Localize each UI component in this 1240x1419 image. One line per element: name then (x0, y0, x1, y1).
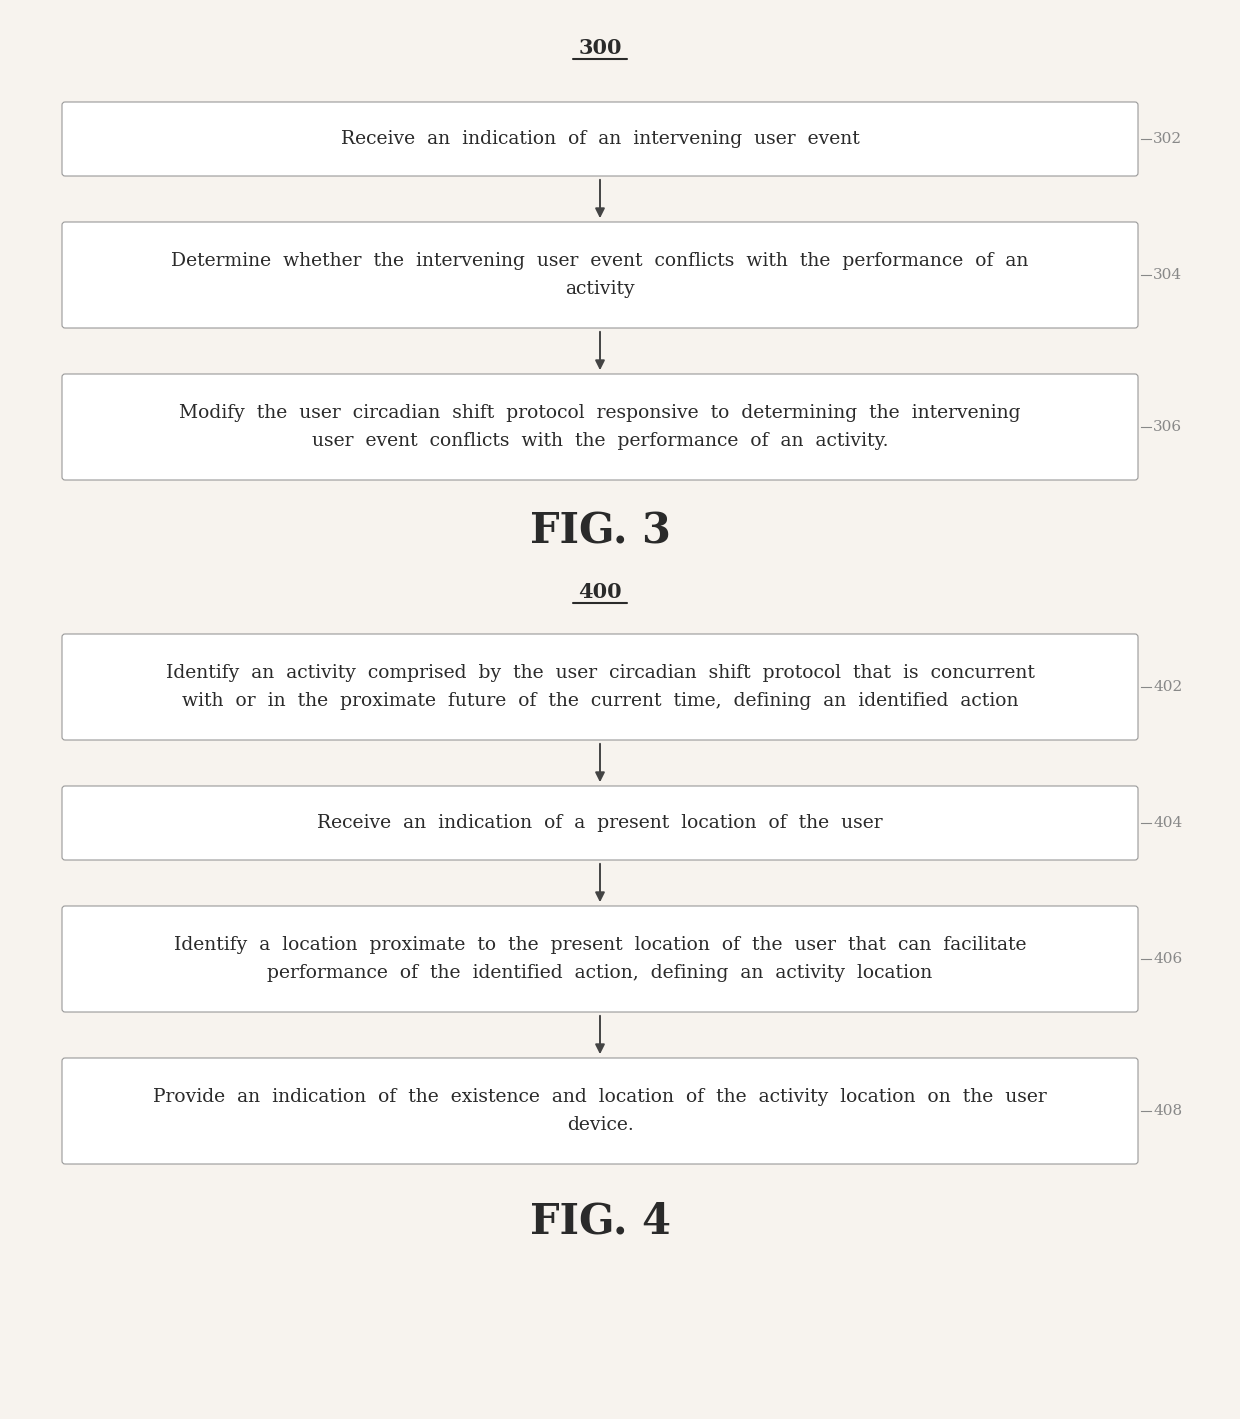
FancyBboxPatch shape (62, 375, 1138, 480)
Text: 302: 302 (1153, 132, 1182, 146)
Text: Modify  the  user  circadian  shift  protocol  responsive  to  determining  the : Modify the user circadian shift protocol… (180, 404, 1021, 450)
Text: 400: 400 (578, 582, 621, 602)
FancyBboxPatch shape (62, 221, 1138, 328)
Text: 408: 408 (1153, 1104, 1182, 1118)
Text: Provide  an  indication  of  the  existence  and  location  of  the  activity  l: Provide an indication of the existence a… (153, 1088, 1047, 1134)
Text: 402: 402 (1153, 680, 1182, 694)
Text: 404: 404 (1153, 816, 1182, 830)
Text: Receive  an  indication  of  a  present  location  of  the  user: Receive an indication of a present locat… (317, 815, 883, 832)
FancyBboxPatch shape (62, 1059, 1138, 1164)
Text: 300: 300 (578, 38, 621, 58)
FancyBboxPatch shape (62, 905, 1138, 1012)
Text: Identify  a  location  proximate  to  the  present  location  of  the  user  tha: Identify a location proximate to the pre… (174, 937, 1027, 982)
Text: 306: 306 (1153, 420, 1182, 434)
Text: Receive  an  indication  of  an  intervening  user  event: Receive an indication of an intervening … (341, 131, 859, 148)
FancyBboxPatch shape (62, 786, 1138, 860)
Text: 406: 406 (1153, 952, 1182, 966)
Text: Identify  an  activity  comprised  by  the  user  circadian  shift  protocol  th: Identify an activity comprised by the us… (166, 664, 1034, 710)
Text: FIG. 4: FIG. 4 (529, 1200, 671, 1242)
Text: 304: 304 (1153, 268, 1182, 282)
FancyBboxPatch shape (62, 102, 1138, 176)
Text: Determine  whether  the  intervening  user  event  conflicts  with  the  perform: Determine whether the intervening user e… (171, 253, 1029, 298)
FancyBboxPatch shape (62, 634, 1138, 739)
Text: FIG. 3: FIG. 3 (529, 511, 671, 553)
